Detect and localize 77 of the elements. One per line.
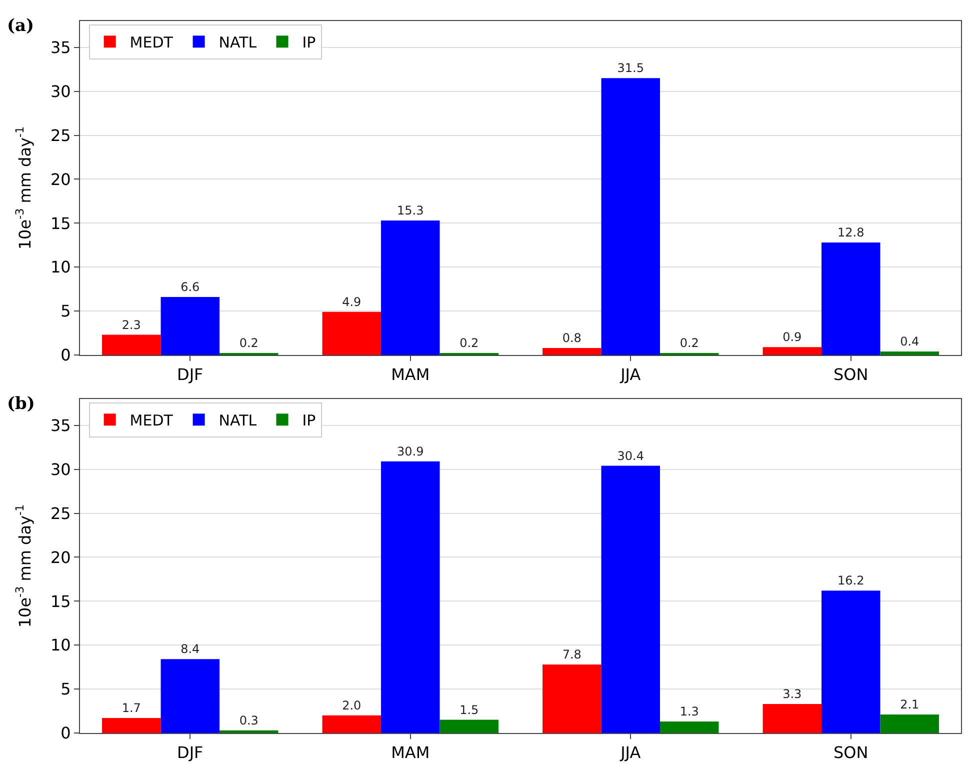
bar	[822, 590, 880, 733]
x-tick-label: JJA	[620, 743, 641, 762]
legend-label: NATL	[218, 33, 258, 52]
x-tick-label: JJA	[620, 365, 641, 384]
data-label: 2.3	[122, 318, 141, 332]
data-label: 30.9	[397, 444, 424, 458]
bar	[542, 664, 602, 733]
data-label: 0.2	[460, 336, 479, 350]
x-tick-label: SON	[834, 365, 868, 384]
legend-label: MEDT	[130, 33, 174, 52]
data-label: 0.4	[900, 334, 920, 348]
y-tick-label: 15	[50, 214, 71, 233]
data-label: 12.8	[838, 225, 864, 240]
y-tick-label: 0	[60, 346, 71, 365]
bar	[880, 714, 939, 733]
data-label: 3.3	[782, 686, 802, 701]
x-tick-label: DJF	[177, 743, 204, 762]
y-tick-label: 10	[50, 636, 71, 655]
bar	[322, 715, 382, 733]
data-label: 16.2	[838, 574, 864, 588]
y-tick-label: 25	[50, 126, 71, 145]
data-label: 0.2	[680, 336, 699, 350]
data-label: 31.5	[617, 61, 644, 76]
bar	[601, 78, 660, 355]
legend-label: NATL	[218, 411, 258, 430]
x-tick-label: MAM	[391, 743, 430, 762]
data-label: 30.4	[617, 448, 644, 463]
y-tick-label: 30	[50, 460, 71, 479]
data-label: 1.5	[460, 702, 479, 717]
bar	[542, 348, 602, 355]
data-label: 15.3	[397, 204, 424, 218]
bar	[880, 351, 939, 355]
bar	[660, 722, 719, 733]
data-label: 1.7	[122, 701, 141, 716]
bar	[160, 659, 220, 733]
data-label: 2.0	[342, 698, 362, 712]
legend-label: IP	[302, 411, 316, 430]
x-tick-label: DJF	[177, 365, 204, 384]
data-label: 0.2	[239, 336, 258, 350]
bar	[381, 220, 440, 355]
bar	[381, 461, 440, 733]
y-tick-label: 25	[50, 504, 71, 523]
bar	[219, 730, 278, 733]
data-label: 7.8	[562, 647, 582, 662]
data-label: 0.3	[239, 713, 258, 728]
y-tick-label: 30	[50, 82, 71, 101]
bar	[762, 704, 822, 733]
text: (b)	[7, 394, 35, 414]
x-tick-label: SON	[834, 743, 868, 762]
x-tick-label: MAM	[391, 365, 430, 384]
data-label: 0.8	[562, 330, 582, 345]
bar	[322, 312, 382, 355]
data-label: 8.4	[180, 642, 200, 656]
bar	[160, 296, 220, 355]
y-tick-label: 0	[60, 724, 71, 743]
data-label: 2.1	[900, 698, 920, 712]
y-tick-label: 35	[50, 416, 71, 435]
legend-label: IP	[302, 33, 316, 52]
bar	[440, 720, 498, 733]
y-tick-label: 5	[60, 680, 71, 699]
y-tick-label: 10	[50, 258, 71, 277]
y-tick-label: 35	[50, 38, 71, 57]
data-label: 0.9	[782, 330, 802, 344]
legend-label: MEDT	[130, 411, 174, 430]
y-tick-label: 20	[50, 548, 71, 567]
y-tick-label: 20	[50, 170, 71, 189]
text: (a)	[7, 16, 34, 36]
y-tick-label: 5	[60, 302, 71, 321]
y-tick-label: 15	[50, 592, 71, 611]
bar	[102, 334, 161, 355]
data-label: 4.9	[342, 294, 362, 309]
bar	[102, 718, 161, 733]
bar	[762, 347, 822, 355]
data-label: 1.3	[680, 704, 699, 719]
bar	[601, 466, 660, 733]
data-label: 6.6	[180, 280, 200, 294]
bar	[822, 242, 880, 355]
